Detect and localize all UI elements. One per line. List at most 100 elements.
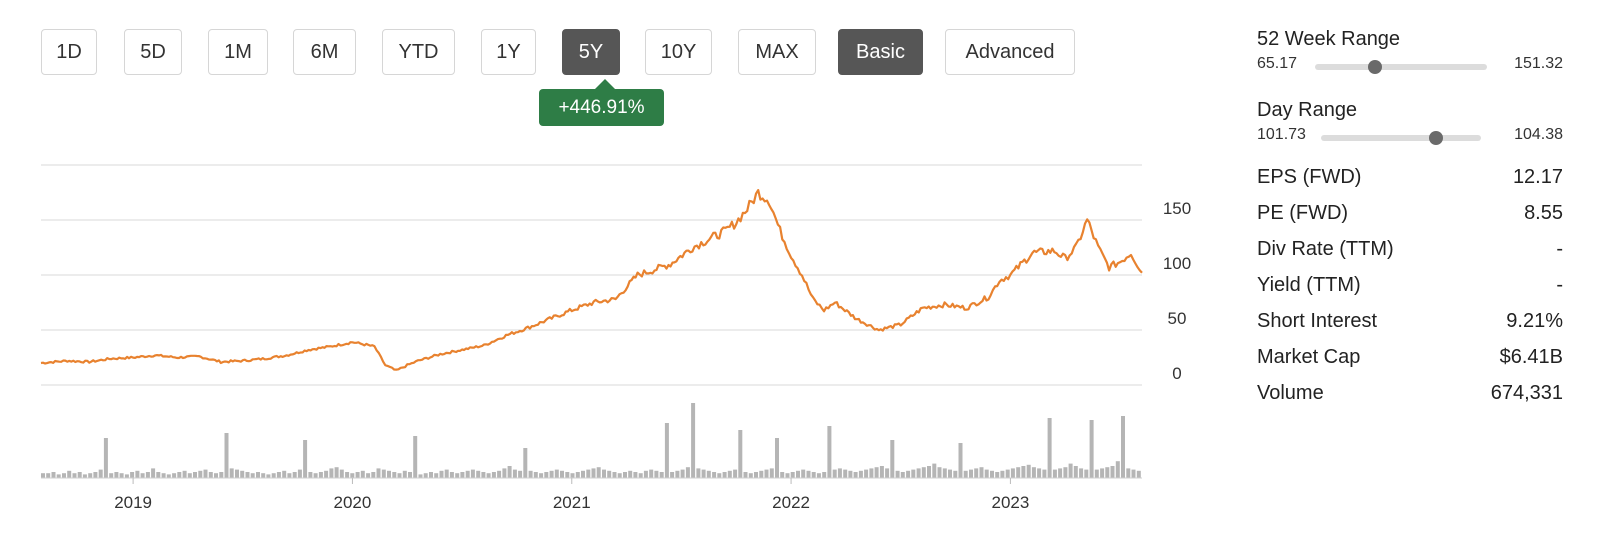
stats-panel: 52 Week Range 65.17 151.32 Day Range 101… [1257, 28, 1563, 418]
x-tick-label: 2019 [114, 493, 152, 512]
stat-row-pe: PE (FWD) 8.55 [1257, 202, 1563, 238]
volume-bar [837, 468, 842, 478]
volume-bars [41, 403, 1141, 478]
volume-bar [565, 472, 570, 478]
volume-bar [602, 469, 606, 478]
volume-bar [775, 438, 779, 478]
volume-bar [927, 466, 931, 478]
stat-value: 12.17 [1512, 166, 1563, 188]
volume-bar [675, 470, 680, 478]
volume-bar [843, 469, 848, 478]
volume-bar [250, 473, 255, 478]
volume-bar [224, 433, 229, 478]
volume-bar [607, 470, 612, 478]
mode-button-basic[interactable]: Basic [838, 29, 923, 75]
volume-bar [481, 472, 486, 478]
volume-bar [948, 469, 952, 478]
volume-bar [208, 472, 213, 478]
volume-bar [130, 472, 135, 478]
volume-bar [229, 468, 234, 478]
volume-bar [664, 423, 669, 478]
volume-bar [1037, 468, 1042, 478]
volume-bar [691, 403, 696, 478]
volume-bar [1084, 469, 1089, 478]
volume-bar [203, 469, 208, 478]
volume-bar [706, 470, 711, 478]
volume-bar [271, 473, 276, 478]
volume-bar [748, 473, 753, 478]
volume-bar [958, 443, 963, 478]
volume-bar [72, 473, 77, 478]
volume-bar [256, 472, 260, 478]
week52-low: 65.17 [1257, 55, 1298, 72]
stat-value: 674,331 [1490, 382, 1563, 404]
volume-bar [1121, 416, 1125, 478]
volume-bar [392, 472, 397, 478]
stat-row-eps: EPS (FWD) 12.17 [1257, 166, 1563, 202]
volume-bar [921, 467, 926, 478]
volume-bar [822, 472, 827, 478]
volume-bar [900, 472, 905, 478]
volume-bar [140, 473, 145, 478]
period-button-5d[interactable]: 5D [124, 29, 182, 75]
volume-bar [214, 473, 218, 478]
volume-bar [995, 472, 1000, 478]
volume-bar [62, 473, 66, 478]
volume-bar [1094, 469, 1099, 478]
volume-bar [355, 472, 360, 478]
volume-bar [56, 474, 61, 478]
period-button-1m[interactable]: 1M [208, 29, 268, 75]
volume-bar [276, 472, 281, 478]
volume-bar [649, 469, 654, 478]
volume-bar [544, 472, 549, 478]
volume-bar [853, 472, 858, 478]
price-line [40, 189, 1143, 371]
volume-bar [444, 469, 449, 478]
volume-bar [885, 468, 890, 478]
volume-bar [712, 472, 717, 478]
volume-bar [1063, 467, 1068, 478]
period-button-6m[interactable]: 6M [293, 29, 356, 75]
volume-bar [974, 468, 979, 478]
grid-lines [41, 164, 1142, 386]
period-button-10y[interactable]: 10Y [645, 29, 712, 75]
stat-value: $6.41B [1499, 346, 1563, 368]
stat-row-volume: Volume 674,331 [1257, 382, 1563, 418]
volume-bar [292, 472, 297, 478]
volume-bar [633, 472, 638, 478]
period-button-1y[interactable]: 1Y [481, 29, 536, 75]
period-button-max[interactable]: MAX [738, 29, 816, 75]
volume-bar [759, 470, 764, 478]
volume-bar [990, 470, 994, 478]
period-button-1d[interactable]: 1D [41, 29, 97, 75]
volume-bar [654, 470, 659, 478]
mode-button-advanced[interactable]: Advanced [945, 29, 1075, 75]
stat-row-short-interest: Short Interest 9.21% [1257, 310, 1563, 346]
period-button-ytd[interactable]: YTD [382, 29, 455, 75]
y-tick-label: 150 [1163, 199, 1191, 218]
volume-bar [502, 468, 507, 478]
x-tick-label: 2022 [772, 493, 810, 512]
volume-bar [1100, 468, 1105, 478]
week52-track [1315, 60, 1487, 74]
volume-bar [423, 473, 428, 478]
y-tick-label: 0 [1172, 364, 1181, 383]
volume-bar [638, 473, 643, 478]
volume-bar [198, 470, 203, 478]
period-button-5y[interactable]: 5Y [562, 29, 620, 75]
volume-bar [266, 474, 271, 478]
volume-bar [984, 469, 989, 478]
volume-bar [1031, 467, 1036, 478]
volume-bar [41, 473, 45, 478]
volume-bar [1068, 463, 1073, 478]
volume-bar [680, 469, 685, 478]
volume-bar [895, 470, 900, 478]
volume-bar [172, 473, 177, 478]
volume-bar [1052, 469, 1057, 478]
volume-bar [371, 472, 376, 478]
volume-bar [182, 470, 187, 478]
volume-bar [1058, 468, 1063, 478]
y-tick-label: 50 [1168, 309, 1187, 328]
volume-bar [402, 470, 407, 478]
volume-bar [156, 472, 161, 478]
